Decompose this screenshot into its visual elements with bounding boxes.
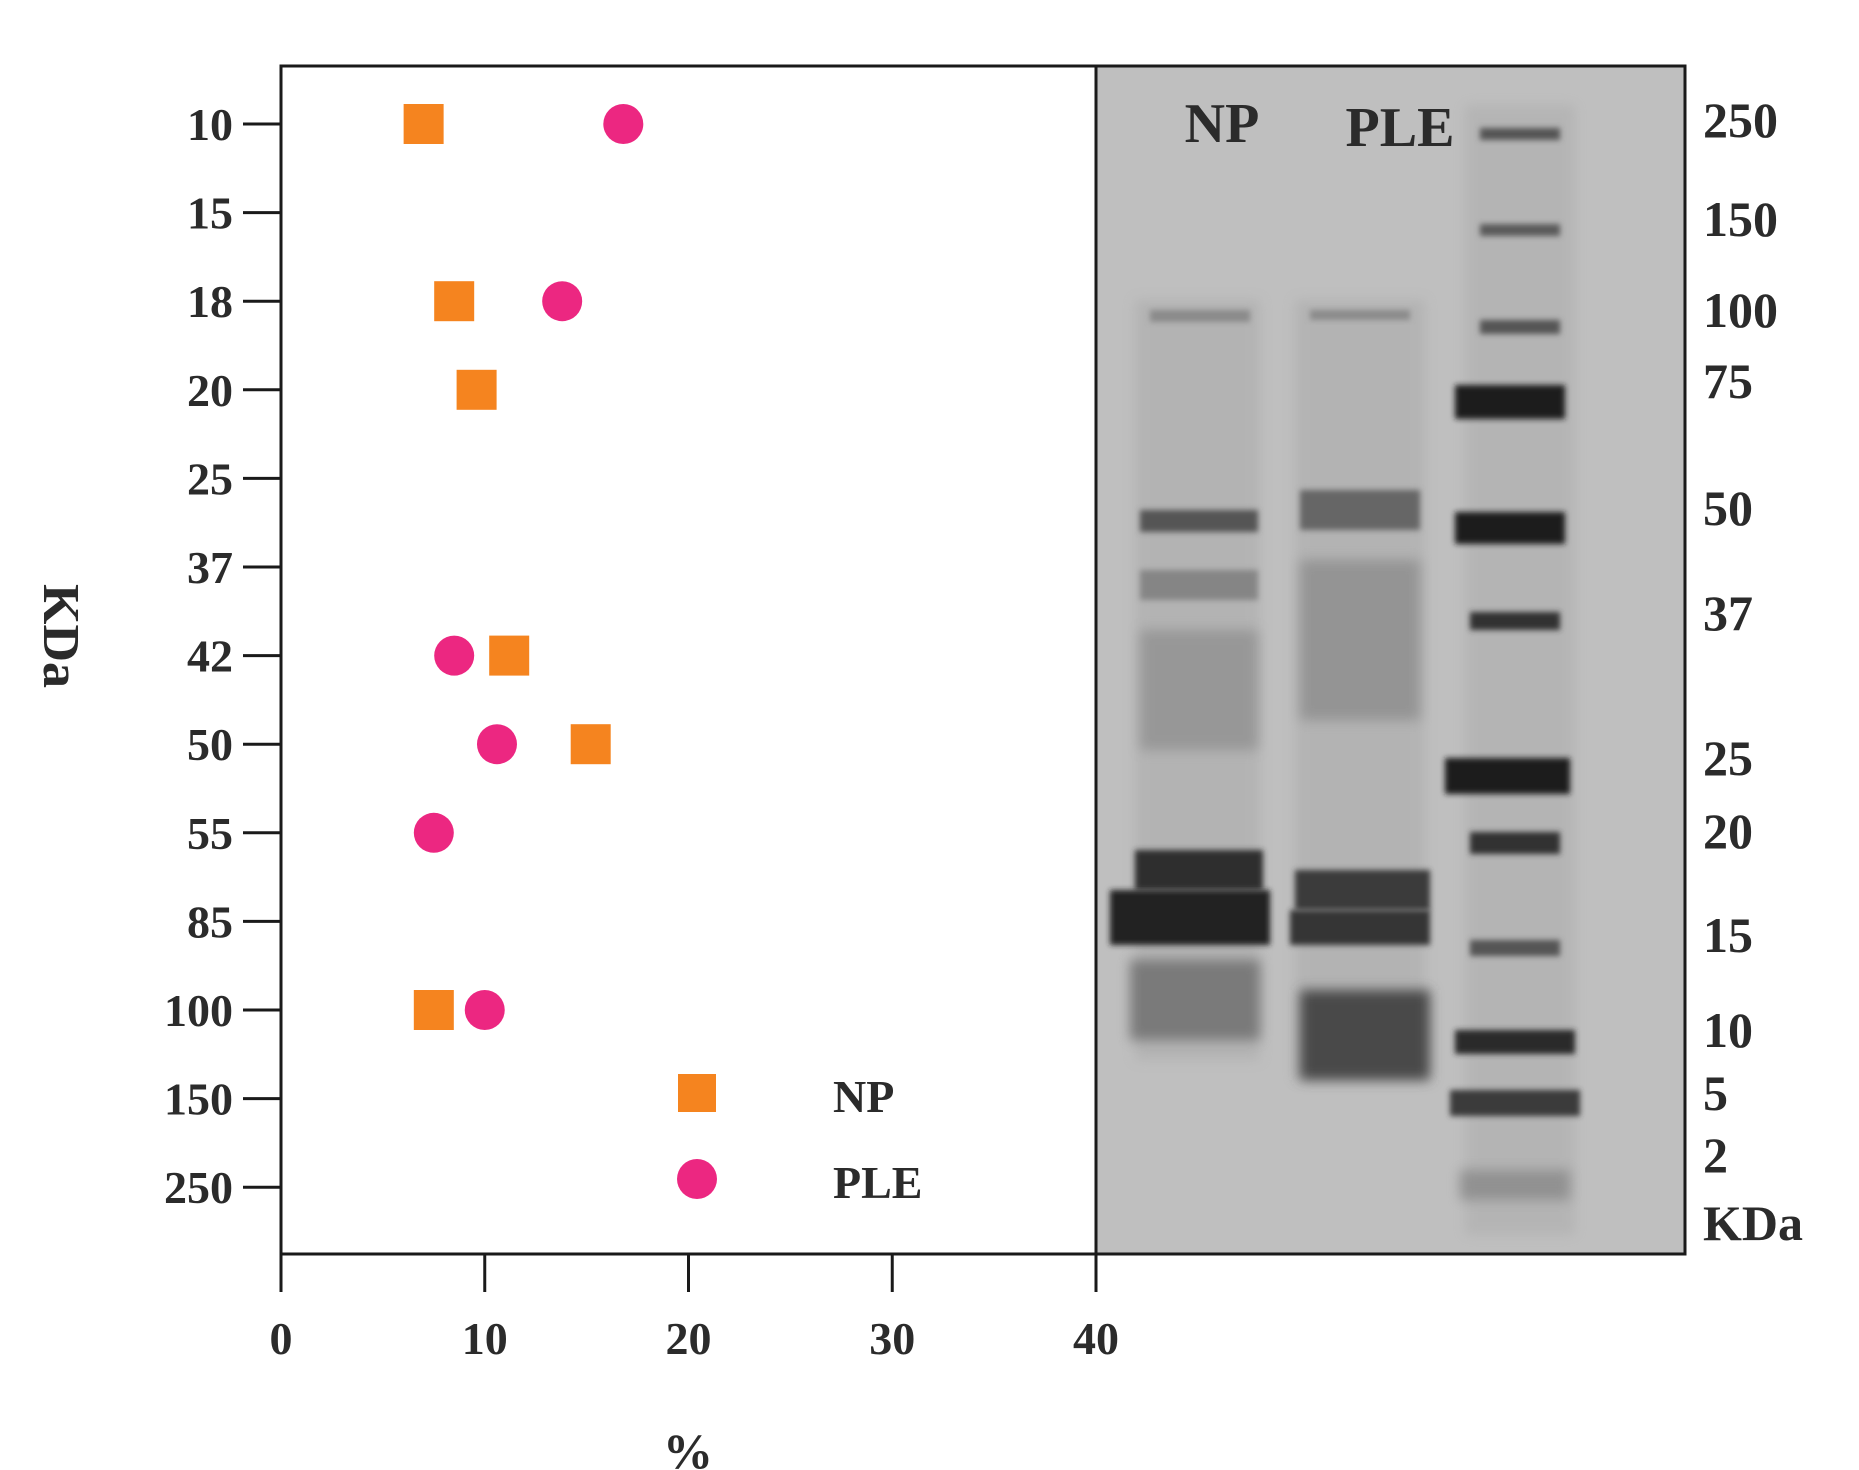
gel-marker-label: 2 [1703, 1127, 1728, 1183]
gel-marker-labels: 250 150 100 75 50 37 25 20 15 10 5 2 [1703, 92, 1778, 1183]
legend-np-marker [678, 1074, 716, 1112]
ple-point [413, 812, 454, 853]
gel-marker-label: 25 [1703, 730, 1753, 786]
np-point [570, 724, 611, 765]
ple-point [464, 990, 505, 1030]
y-tick-label: 42 [187, 631, 233, 682]
x-axis-label: % [663, 1423, 713, 1470]
gel-marker-label: 20 [1703, 803, 1753, 859]
y-tick-label: 25 [187, 453, 233, 504]
x-tick-label: 0 [270, 1313, 293, 1364]
np-point [403, 104, 444, 144]
y-axis-ticks [243, 122, 281, 1189]
legend: NP PLE [677, 1071, 922, 1208]
gel-lane-np [1110, 300, 1270, 1060]
data-points [403, 104, 644, 1030]
gel-marker-label: 100 [1703, 282, 1778, 338]
gel-image: NP PLE [1094, 64, 1687, 1256]
legend-ple-label: PLE [833, 1157, 922, 1208]
gel-marker-label: 250 [1703, 92, 1778, 148]
y-tick-label: 250 [164, 1162, 233, 1213]
ple-point [542, 281, 583, 322]
gel-unit-label: KDa [1703, 1195, 1803, 1251]
ple-point [476, 724, 517, 765]
x-tick-label: 10 [462, 1313, 508, 1364]
gel-lane-label-ple: PLE [1346, 97, 1455, 159]
y-tick-label: 100 [164, 985, 233, 1036]
y-tick-label: 50 [187, 719, 233, 770]
y-tick-label: 150 [164, 1074, 233, 1125]
gel-marker-label: 15 [1703, 907, 1753, 963]
legend-np-label: NP [833, 1071, 894, 1122]
y-tick-label: 20 [187, 365, 233, 416]
plot-frame [279, 64, 1098, 1256]
y-tick-label: 85 [187, 896, 233, 947]
x-axis-tick-labels: 0 10 20 30 40 [270, 1313, 1120, 1364]
y-tick-label: 15 [187, 188, 233, 239]
y-tick-label: 55 [187, 808, 233, 859]
gel-marker-label: 5 [1703, 1065, 1728, 1121]
gel-marker-label: 75 [1703, 353, 1753, 409]
ple-point [434, 635, 475, 676]
gel-lane-label-np: NP [1185, 93, 1260, 155]
gel-ladder-lane [1445, 105, 1580, 1235]
x-axis-ticks [279, 1254, 1098, 1292]
y-axis-tick-labels: 10 15 18 20 25 37 42 50 55 85 100 150 250 [164, 99, 233, 1213]
gel-marker-label: 10 [1703, 1002, 1753, 1058]
y-tick-label: 37 [187, 542, 233, 593]
np-point [456, 369, 497, 410]
gel-marker-label: 50 [1703, 480, 1753, 536]
gel-marker-label: 37 [1703, 585, 1753, 641]
gel-lane-ple [1290, 300, 1430, 1080]
ple-point [603, 104, 644, 144]
np-point [489, 635, 530, 676]
gel-marker-label: 150 [1703, 191, 1778, 247]
y-tick-label: 18 [187, 276, 233, 327]
legend-ple-marker [677, 1159, 717, 1199]
y-axis-label: KDa [32, 584, 89, 688]
np-point [413, 990, 454, 1030]
x-tick-label: 40 [1073, 1313, 1119, 1364]
x-tick-label: 30 [869, 1313, 915, 1364]
y-tick-label: 10 [187, 99, 233, 150]
np-point [434, 281, 475, 322]
x-tick-label: 20 [666, 1313, 712, 1364]
